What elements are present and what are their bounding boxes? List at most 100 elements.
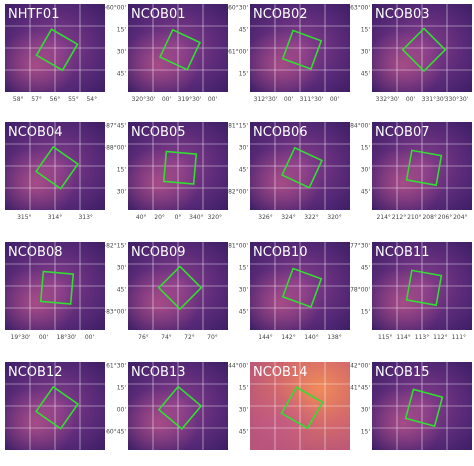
y-tick-label: -87°45' — [104, 123, 126, 130]
panel: NCOB02 -60°30' 45' -61°00' 15' 312°30' 00' 311°… — [226, 4, 350, 103]
y-tick-label: -88°00' — [104, 145, 126, 152]
panel-label: NCOB02 — [253, 7, 308, 22]
panel: NCOB07 84°00' 15' 30' 45' 214° 212° 210° 208° 206… — [350, 122, 472, 221]
x-tick-label: 142° — [281, 334, 295, 341]
x-tick-label: 00' — [162, 96, 172, 103]
panel: NCOB11 -77°30' 45' -78°00' 15' 115° 114° 113° 11… — [348, 242, 472, 341]
panel-label: NCOB10 — [253, 245, 308, 260]
x-tick-label: 00' — [284, 96, 294, 103]
field-footprint — [35, 28, 79, 72]
y-tick-label: 15' — [117, 27, 127, 34]
y-tick-label: 00' — [117, 407, 127, 414]
y-tick-label: -77°30' — [348, 243, 370, 250]
x-tick-label: 55° — [68, 96, 79, 103]
x-tick-label: 206° — [438, 214, 452, 221]
y-tick-label: -83°00' — [104, 309, 126, 316]
y-tick-label: -81°00' — [226, 243, 248, 250]
y-tick-label: 45' — [239, 429, 249, 436]
y-tick-label: 30' — [239, 145, 249, 152]
x-tick-label: 00' — [406, 96, 416, 103]
panel: NCOB04 315° 314° 313° — [5, 122, 105, 221]
x-tick-label: 20° — [154, 214, 165, 221]
y-tick-label: 45' — [361, 71, 371, 78]
x-tick-label: 212° — [392, 214, 406, 221]
x-tick-label: 57° — [31, 96, 42, 103]
x-tick-label: 138° — [327, 334, 341, 341]
x-tick-label: 00' — [39, 334, 49, 341]
x-tick-label: 204° — [453, 214, 467, 221]
y-tick-label: 30' — [239, 287, 249, 294]
panel-label: NCOB11 — [375, 245, 430, 260]
y-tick-label: -60°00' — [104, 5, 126, 12]
field-footprint — [34, 145, 80, 190]
x-tick-label: 312°30' — [254, 96, 278, 103]
x-tick-label: 322° — [304, 214, 318, 221]
field-footprint — [39, 270, 75, 305]
x-tick-label: 0° — [175, 214, 182, 221]
panel: NCOB15 42°00' 41°45' 30' 15' — [350, 362, 472, 450]
x-tick-label: 111° — [452, 334, 466, 341]
y-tick-label: 45' — [239, 309, 249, 316]
x-tick-label: 319°30' — [178, 96, 202, 103]
x-tick-label: 72° — [184, 334, 195, 341]
panel-label: NCOB01 — [131, 7, 186, 22]
x-tick-label: 19°30' — [11, 334, 31, 341]
panel: NCOB14 -44°00' 15' 30' 45' — [226, 362, 350, 450]
panel-label: NCOB15 — [375, 365, 430, 380]
x-tick-label: 74° — [161, 334, 172, 341]
panel-label: NCOB06 — [253, 125, 308, 140]
y-tick-label: -44°00' — [226, 363, 248, 370]
x-tick-label: 70° — [207, 334, 218, 341]
panel-label: NCOB09 — [131, 245, 186, 260]
y-tick-label: 61°30' — [106, 363, 126, 370]
field-footprint — [157, 265, 203, 311]
x-tick-label: 00' — [208, 96, 218, 103]
x-tick-label: 214° — [376, 214, 390, 221]
field-footprint — [159, 28, 201, 71]
y-tick-label: 45' — [361, 265, 371, 272]
x-tick-label: 18°30' — [57, 334, 77, 341]
y-tick-label: 15' — [239, 265, 249, 272]
field-footprint — [34, 385, 80, 430]
y-tick-label: -82°15' — [104, 243, 126, 250]
panel-label: NCOB13 — [131, 365, 186, 380]
x-tick-label: 326° — [258, 214, 272, 221]
y-tick-label: 84°00' — [350, 123, 370, 130]
y-tick-label: 30' — [361, 49, 371, 56]
y-tick-label: -82°00' — [226, 189, 248, 196]
x-tick-label: 320° — [208, 214, 222, 221]
y-tick-label: -78°00' — [348, 287, 370, 294]
y-tick-label: 30' — [239, 407, 249, 414]
panel: NCOB06 -81°15' 30' 45' -82°00' 326° 324° 322° 32… — [226, 122, 350, 221]
x-tick-label: 112° — [433, 334, 447, 341]
panel: NCOB13 61°30' 15' 00' 60°45' — [106, 362, 228, 450]
y-tick-label: 45' — [117, 71, 127, 78]
field-footprint — [281, 267, 323, 309]
panel: NCOB08 19°30' 00' 18°30' 00' — [5, 242, 105, 341]
panel-label: NCOB04 — [8, 125, 63, 140]
y-tick-label: 30' — [117, 189, 127, 196]
x-tick-label: 115° — [378, 334, 392, 341]
y-tick-label: 63°00' — [350, 5, 370, 12]
y-tick-label: 30' — [117, 265, 127, 272]
y-tick-label: -61°00' — [226, 49, 248, 56]
x-tick-label: 331°30' — [422, 96, 446, 103]
field-footprint — [405, 149, 443, 187]
y-tick-label: 15' — [117, 167, 127, 174]
x-tick-label: 340° — [189, 214, 203, 221]
x-tick-label: 315° — [17, 214, 31, 221]
y-tick-label: 45' — [239, 167, 249, 174]
panel: NCOB10 -81°00' 15' 30' 45' 144° 142° 140° 138° — [226, 242, 350, 341]
y-tick-label: 30' — [361, 407, 371, 414]
panel-label: NCOB08 — [8, 245, 63, 260]
y-tick-label: 15' — [361, 309, 371, 316]
y-tick-label: 15' — [239, 385, 249, 392]
panel: NCOB03 63°00' 15' 30' 45' 332°30' 00' 331°30' 33… — [350, 4, 472, 103]
y-tick-label: 42°00' — [350, 363, 370, 370]
x-tick-label: 320° — [327, 214, 341, 221]
field-footprint — [157, 385, 203, 431]
x-tick-label: 144° — [258, 334, 272, 341]
panel-label: NCOB03 — [375, 7, 430, 22]
x-tick-label: 00' — [85, 334, 95, 341]
